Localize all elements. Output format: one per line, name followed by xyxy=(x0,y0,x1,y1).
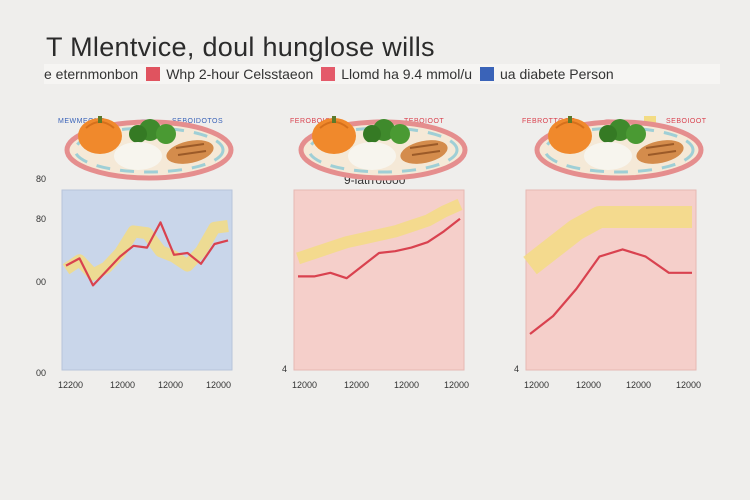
legend-label: ua diabete Person xyxy=(500,66,614,82)
x-tick-label: 12000 xyxy=(344,380,369,390)
clock-right-label: SEBOIOOT xyxy=(666,118,707,125)
clock-right-label: SEBOIDOTOS xyxy=(172,118,224,125)
series-band-line xyxy=(523,206,692,275)
page-title: T Mlentvice, doul hunglose wills xyxy=(46,32,435,62)
legend-label: Whp 2-hour Celsstaeon xyxy=(166,66,314,82)
plot-area xyxy=(61,189,233,371)
x-tick-label: 12000 xyxy=(292,380,317,390)
chart-panel-2: FEROBOIOD TEBOIOOT 9-latrrotooo 4 12000 … xyxy=(262,110,492,490)
legend-band-marker xyxy=(644,116,656,124)
legend-item: e eternmonbon xyxy=(44,66,138,82)
x-tick-label: 12000 xyxy=(110,380,135,390)
legend-swatch xyxy=(480,67,494,81)
x-tick-label: 12000 xyxy=(394,380,419,390)
y-tick-label: 00 xyxy=(36,368,46,378)
x-tick-label: 12200 xyxy=(58,380,83,390)
y-tick-label: 4 xyxy=(514,364,519,374)
chart-svg: 80 80 00 00 12200 12000 12000 12000 xyxy=(36,119,233,390)
legend-label: e eternmonbon xyxy=(44,66,139,82)
plot-group xyxy=(523,206,692,335)
x-tick-label: 12000 xyxy=(626,380,651,390)
legend-item: ua diabete Person xyxy=(480,66,614,82)
y-tick-label: 00 xyxy=(36,277,46,287)
chart-panel-3: FEBROTTGGE SEBOIOOT 4 12000 12000 12000 … xyxy=(494,110,724,490)
meal-plate-image xyxy=(298,116,468,181)
series-glucose-line xyxy=(529,248,692,335)
legend: e eternmonbon Whp 2-hour Celsstaeon Llom… xyxy=(44,64,720,84)
y-tick-label: 80 xyxy=(36,214,46,224)
meal-plate-image xyxy=(534,116,704,181)
chart-panel-1: MEWMEONO SEBOIDOTOS 80 80 00 00 12200 12… xyxy=(30,110,260,490)
x-tick-label: 12000 xyxy=(676,380,701,390)
clock-left-label: FEROBOIOD xyxy=(290,118,337,125)
clock-left-label: FEBROTTGGE xyxy=(522,118,576,125)
series-band-line xyxy=(62,220,229,281)
plot-group xyxy=(62,220,229,287)
y-tick-label: 80 xyxy=(36,174,46,184)
series-glucose-line xyxy=(65,221,229,287)
clock-right-label: TEBOIOOT xyxy=(404,118,445,125)
plot-group xyxy=(296,198,463,280)
x-tick-label: 12000 xyxy=(576,380,601,390)
legend-swatch xyxy=(146,67,161,81)
legend-swatch xyxy=(321,67,336,81)
series-glucose-line xyxy=(298,217,461,280)
legend-item: Llomd ha 9.4 mmol/u xyxy=(321,66,472,82)
x-tick-label: 12000 xyxy=(206,380,231,390)
chart-svg: 9-latrrotooo 4 12000 12000 12000 12000 xyxy=(282,119,469,390)
series-band-line xyxy=(296,198,463,265)
meal-plate-image xyxy=(64,116,234,181)
x-tick-label: 12000 xyxy=(444,380,469,390)
clock-left-label: MEWMEONO xyxy=(58,118,106,125)
y-tick-label: 4 xyxy=(282,364,287,374)
x-tick-label: 12000 xyxy=(524,380,549,390)
legend-label: Llomd ha 9.4 mmol/u xyxy=(341,66,472,82)
x-tick-label: 12000 xyxy=(158,380,183,390)
legend-item: Whp 2-hour Celsstaeon xyxy=(146,66,313,82)
